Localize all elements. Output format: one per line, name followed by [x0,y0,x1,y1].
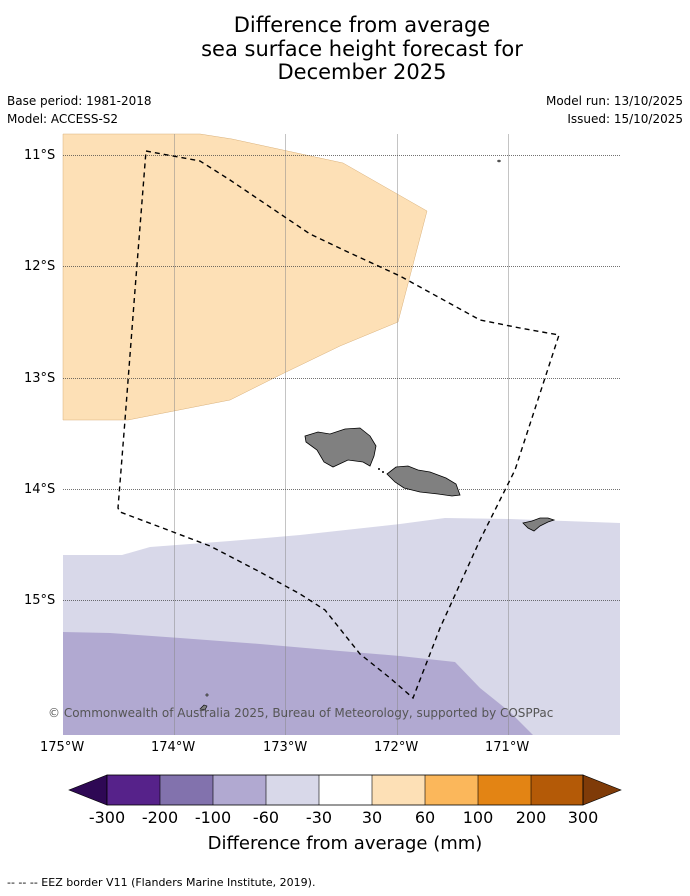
colorbar-extend-low [68,774,108,806]
colorbar-tick: -300 [88,808,126,827]
title-line-1: Difference from average [233,13,491,37]
colorbar-tick: -200 [141,808,179,827]
colorbar-tick: 300 [567,808,599,827]
eez-border [117,150,560,700]
lon-label-172w: 172°W [374,740,419,755]
colorbar-segment [107,775,160,805]
colorbar-segment [319,775,372,805]
model-name: Model: ACCESS-S2 [7,112,119,126]
colorbar-segment [372,775,425,805]
colorbar-segment [213,775,266,805]
chart-title: Difference from average sea surface heig… [0,13,690,85]
title-line-3: December 2025 [277,60,447,84]
lon-label-175w: 175°W [40,740,85,755]
colorbar-segment [266,775,319,805]
lat-label-15s: 15°S [24,593,56,608]
colorbar-extend-high [582,774,622,806]
model-run: Model run: 13/10/2025 [545,94,683,108]
lat-label-12s: 12°S [24,259,56,274]
colorbar-label: Difference from average (mm) [207,833,483,854]
colorbar [68,774,622,806]
issued-date: Issued: 15/10/2025 [567,112,683,126]
colorbar-segment [478,775,531,805]
colorbar-segment [425,775,478,805]
anomaly-region-neg-60-100 [63,632,533,735]
rose-atoll [497,159,501,163]
lat-label-13s: 13°S [24,371,56,386]
colorbar-frame [106,774,584,806]
colorbar-segment [160,775,213,805]
lon-label-171w: 171°W [485,740,530,755]
colorbar-tick: -100 [194,808,232,827]
niuatoputapu-island [199,704,208,711]
eez-footnote: -- -- -- EEZ border V11 (Flanders Marine… [7,876,316,889]
latitude-gridlines [63,155,620,601]
tafahi-island [205,693,209,697]
copyright-credit: © Commonwealth of Australia 2025, Bureau… [48,706,554,720]
lat-label-14s: 14°S [24,482,56,497]
colorbar-tick: -60 [252,808,280,827]
colorbar-tick: 100 [462,808,494,827]
savaii-island [304,427,377,468]
colorbar-segment [531,775,583,805]
apolima-islet [378,468,380,470]
colorbar-tick: 200 [515,808,547,827]
colorbar-tick: -30 [305,808,333,827]
longitude-gridlines [174,134,509,735]
base-period: Base period: 1981-2018 [7,94,152,108]
title-line-2: sea surface height forecast for [201,36,523,61]
tutuila-island [522,517,556,532]
upolu-island [386,465,461,497]
lon-label-173w: 173°W [263,740,308,755]
colorbar-tick: 60 [414,808,436,827]
lat-label-11s: 11°S [24,148,56,163]
anomaly-region-pos-30-60 [62,133,428,421]
colorbar-tick: 30 [361,808,383,827]
manono-islet [382,471,384,473]
lon-label-174w: 174°W [151,740,196,755]
